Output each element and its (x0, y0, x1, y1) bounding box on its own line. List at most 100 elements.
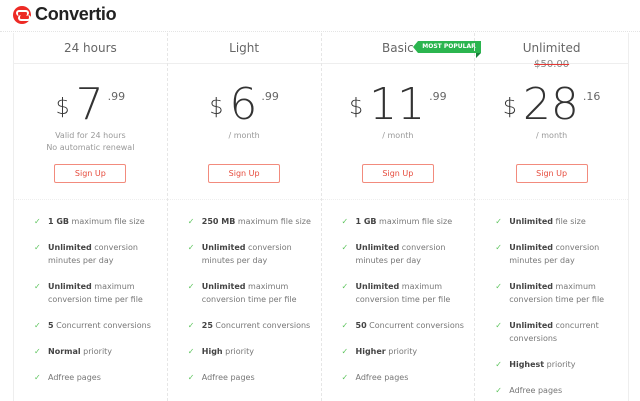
feature-highlight: 25 (201, 321, 213, 330)
check-icon: ✓ (187, 321, 195, 330)
feature-item: ✓ Unlimited conversion minutes per day (495, 241, 628, 267)
sign-up-button[interactable]: Sign Up (208, 164, 281, 183)
feature-text: Adfree pages (509, 386, 563, 395)
currency-symbol: $ (209, 95, 224, 120)
feature-item: ✓ Unlimited conversion minutes per day (188, 241, 321, 267)
feature-highlight: Higher (355, 347, 386, 356)
check-icon: ✓ (341, 217, 349, 226)
price-note: Valid for 24 hours (55, 131, 126, 140)
feature-highlight: 5 (48, 321, 54, 330)
feature-highlight: High (201, 347, 223, 356)
feature-text: Concurrent conversions (53, 321, 151, 330)
feature-item: ✓ Unlimited conversion minutes per day (342, 241, 475, 267)
feature-list: ✓ Unlimited file size ✓ Unlimited conversio… (475, 200, 628, 397)
check-icon: ✓ (34, 347, 41, 356)
check-icon: ✓ (34, 243, 41, 252)
price: $ 11 .99 (322, 64, 475, 128)
check-icon: ✓ (187, 347, 195, 356)
check-icon: ✓ (187, 217, 195, 226)
plan-name: Light (167, 33, 321, 64)
feature-item: ✓ Unlimited maximum conversion time per f… (188, 280, 321, 306)
feature-highlight: Unlimited (509, 282, 553, 291)
feature-text: maximum conversion time per file (509, 282, 605, 304)
check-icon: ✓ (341, 321, 349, 330)
feature-text: maximum file size (69, 217, 145, 226)
feature-highlight: 50 (355, 321, 367, 330)
feature-highlight: 1 GB (355, 217, 377, 226)
feature-highlight: Unlimited (48, 282, 92, 291)
plan-name: Basic (321, 33, 475, 64)
feature-highlight: Normal (48, 347, 81, 356)
feature-item: ✓ 250 MB maximum file size (188, 215, 321, 228)
check-icon: ✓ (341, 243, 349, 252)
check-icon: ✓ (187, 282, 195, 291)
feature-text: Concurrent conversions (212, 321, 311, 330)
feature-highlight: Unlimited (509, 217, 553, 226)
plan-name: 24 hours (14, 33, 167, 64)
currency-symbol: $ (55, 95, 70, 120)
sign-up-button[interactable]: Sign Up (54, 164, 127, 183)
brand-name: Convertio (35, 4, 117, 24)
feature-highlight: Unlimited (201, 282, 246, 291)
price: $ 28 .16 (475, 64, 628, 128)
feature-highlight: Unlimited (509, 321, 553, 330)
feature-text: concurrent conversions (509, 321, 599, 343)
price-cents: .99 (429, 90, 447, 103)
check-icon: ✓ (34, 282, 41, 291)
feature-highlight: Unlimited (355, 243, 400, 252)
check-icon: ✓ (187, 243, 195, 252)
convertio-logo[interactable]: Convertio (13, 4, 117, 25)
sign-up-button[interactable]: Sign Up (361, 164, 434, 183)
feature-item: ✓ Highest priority (495, 358, 628, 371)
feature-text: maximum file size (235, 217, 311, 226)
plan-card-24-hours: 24 hours $ 7 .99 Valid for 24 hours No a… (13, 33, 167, 401)
feature-item: ✓ Unlimited conversion minutes per day (34, 241, 167, 267)
feature-text: Adfree pages (355, 373, 409, 382)
feature-text: conversion minutes per day (201, 243, 292, 265)
top-bar: Convertio (0, 0, 640, 32)
feature-list: ✓ 250 MB maximum file size ✓ Unlimited conv… (168, 200, 321, 384)
feature-text: Adfree pages (48, 373, 101, 382)
feature-text: maximum conversion time per file (48, 282, 143, 304)
feature-item: ✓ Adfree pages (342, 371, 475, 384)
price-cents: .16 (582, 90, 601, 103)
feature-item: ✓ 1 GB maximum file size (34, 215, 167, 228)
currency-symbol: $ (502, 95, 517, 120)
plan-name: Unlimited (475, 33, 628, 64)
feature-highlight: Highest (509, 360, 545, 369)
price-cents: .99 (107, 90, 126, 103)
feature-highlight: Unlimited (201, 243, 246, 252)
feature-item: ✓ Unlimited file size (495, 215, 628, 228)
price-note: / month (536, 131, 568, 140)
feature-item: ✓ 50 Concurrent conversions (342, 319, 475, 332)
price-section: $ 7 .99 Valid for 24 hours No automatic … (14, 64, 167, 200)
feature-item: ✓ High priority (188, 345, 321, 358)
check-icon: ✓ (341, 373, 349, 382)
price-whole: 11 (369, 79, 426, 130)
feature-text: priority (385, 347, 418, 356)
feature-item: ✓ Adfree pages (34, 371, 167, 384)
check-icon: ✓ (34, 217, 41, 226)
feature-item: ✓ Adfree pages (495, 384, 628, 397)
feature-text: conversion minutes per day (509, 243, 600, 265)
check-icon: ✓ (495, 386, 502, 395)
feature-item: ✓ Normal priority (34, 345, 167, 358)
plan-card-unlimited: Unlimited $50.00 $ 28 .16 / month Sign U… (474, 33, 628, 401)
feature-item: ✓ Higher priority (342, 345, 475, 358)
sign-up-button[interactable]: Sign Up (515, 164, 588, 183)
feature-text: maximum conversion time per file (355, 282, 451, 304)
feature-text: Adfree pages (201, 373, 255, 382)
feature-text: priority (80, 347, 113, 356)
feature-item: ✓ Adfree pages (188, 371, 321, 384)
feature-text: conversion minutes per day (355, 243, 446, 265)
feature-item: ✓ Unlimited maximum conversion time per f… (342, 280, 475, 306)
plan-card-basic: Basic MOST POPULAR $ 11 .99 / month Sign… (320, 33, 481, 401)
feature-text: maximum conversion time per file (201, 282, 297, 304)
old-price: $50.00 (534, 59, 570, 70)
feature-text: conversion minutes per day (48, 243, 138, 265)
feature-highlight: Unlimited (48, 243, 92, 252)
price-note-secondary: No automatic renewal (46, 143, 135, 152)
feature-highlight: 250 MB (201, 217, 236, 226)
pricing-table: 24 hours $ 7 .99 Valid for 24 hours No a… (13, 33, 629, 401)
feature-item: ✓ 5 Concurrent conversions (34, 319, 167, 332)
